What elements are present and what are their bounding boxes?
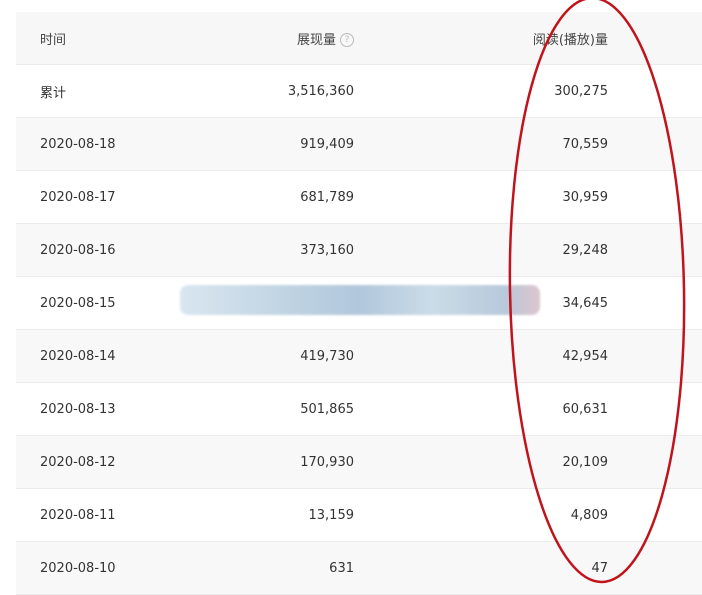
cell-date: 2020-08-15 [40, 295, 116, 311]
table-row: 2020-08-11 13,159 4,809 [16, 489, 702, 542]
cell-date: 2020-08-14 [40, 348, 116, 364]
table-row: 2020-08-17 681,789 30,959 [16, 171, 702, 224]
help-icon[interactable]: ? [340, 33, 354, 47]
table-row: 2020-08-12 170,930 20,109 [16, 436, 702, 489]
cell-impressions: 13,159 [308, 507, 355, 523]
table-row: 2020-08-16 373,160 29,248 [16, 224, 702, 277]
header-reads: 阅读(播放)量 [532, 32, 608, 48]
cell-impressions: 170,930 [300, 454, 354, 470]
cell-reads: 47 [591, 560, 608, 576]
cell-date: 2020-08-13 [40, 401, 116, 417]
table-row: 累计 3,516,360 300,275 [16, 65, 702, 118]
cell-date: 2020-08-12 [40, 454, 116, 470]
table-row: 2020-08-14 419,730 42,954 [16, 330, 702, 383]
cell-reads: 60,631 [562, 401, 609, 417]
cell-date: 2020-08-18 [40, 136, 116, 152]
cell-impressions: 3,516,360 [287, 83, 354, 99]
table-row: 2020-08-10 631 47 [16, 542, 702, 595]
cell-reads: 20,109 [562, 454, 609, 470]
table-row: 2020-08-18 919,409 70,559 [16, 118, 702, 171]
table-row: 2020-08-13 501,865 60,631 [16, 383, 702, 436]
cell-impressions: 631 [329, 560, 354, 576]
cell-reads: 30,959 [562, 189, 609, 205]
cell-reads: 42,954 [562, 348, 609, 364]
cell-impressions: 419,730 [300, 348, 354, 364]
cell-impressions: 681,789 [300, 189, 354, 205]
cell-impressions: 501,865 [300, 401, 354, 417]
cell-impressions: 919,409 [300, 136, 354, 152]
redaction-blur [180, 285, 540, 315]
cell-reads: 300,275 [554, 83, 608, 99]
cell-date: 2020-08-10 [40, 560, 116, 576]
header-impressions-label: 展现量 [296, 32, 336, 48]
table-header: 时间 展现量? 阅读(播放)量 [16, 12, 702, 65]
header-impressions: 展现量? [196, 29, 354, 48]
cell-date: 2020-08-16 [40, 242, 116, 258]
header-date: 时间 [40, 32, 67, 48]
cell-date: 2020-08-17 [40, 189, 116, 205]
cell-reads: 4,809 [570, 507, 608, 523]
cell-reads: 29,248 [562, 242, 609, 258]
cell-date: 累计 [40, 85, 67, 101]
cell-impressions: 373,160 [300, 242, 354, 258]
cell-reads: 70,559 [562, 136, 609, 152]
cell-date: 2020-08-11 [40, 507, 116, 523]
